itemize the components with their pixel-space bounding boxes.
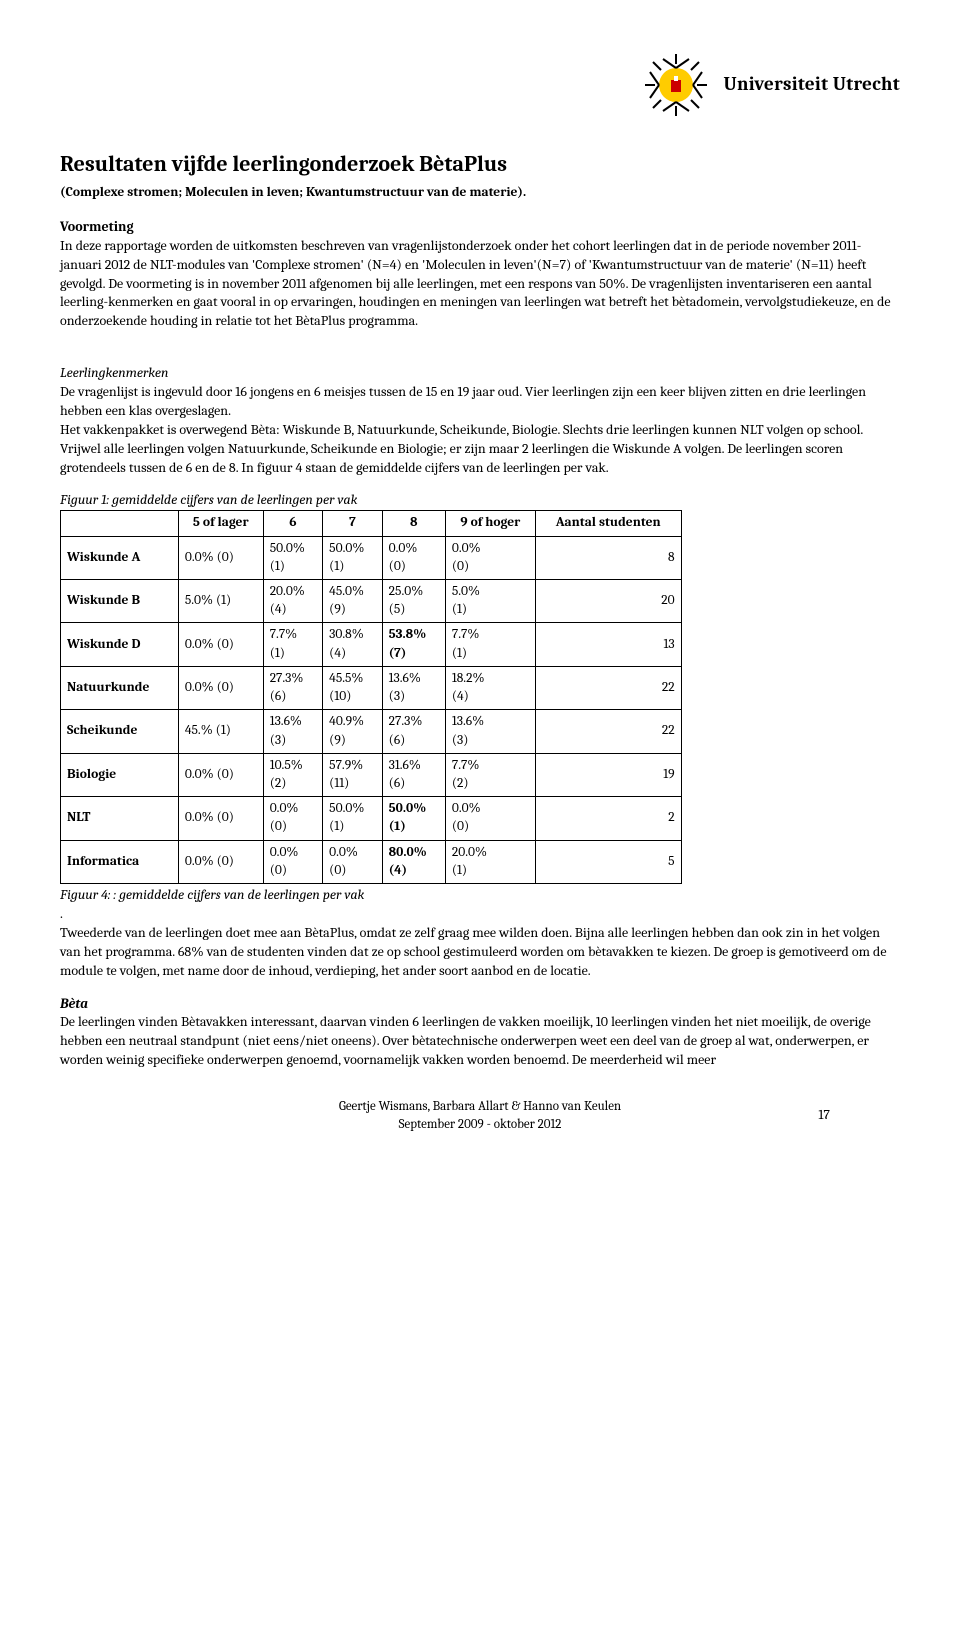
leerlingkenmerken-head: Leerlingkenmerken [60, 364, 168, 381]
table-cell: 2 [535, 797, 681, 840]
beta-paragraph: Bèta De leerlingen vinden Bètavakken int… [60, 995, 900, 1071]
col-7: 7 [323, 511, 382, 536]
table-cell: 22 [535, 666, 681, 709]
table-row: Wiskunde D0.0% (0)7.7%(1)30.8%(4)53.8%(7… [61, 623, 682, 666]
table-cell: 50.0%(1) [382, 797, 445, 840]
table-cell: 20.0%(4) [263, 580, 322, 623]
page-number: 17 [818, 1106, 830, 1125]
table-cell: 19 [535, 753, 681, 796]
table-cell: 0.0%(0) [445, 797, 535, 840]
table-cell: Wiskunde A [61, 536, 179, 579]
col-blank [61, 511, 179, 536]
beta-body: De leerlingen vinden Bètavakken interess… [60, 1013, 871, 1068]
grades-table: 5 of lager 6 7 8 9 of hoger Aantal stude… [60, 510, 682, 884]
table-cell: 45.% (1) [178, 710, 263, 753]
table-header-row: 5 of lager 6 7 8 9 of hoger Aantal stude… [61, 511, 682, 536]
table-cell: 45.5%(10) [323, 666, 382, 709]
table-cell: 13.6%(3) [382, 666, 445, 709]
table-row: Wiskunde B5.0% (1)20.0%(4)45.0%(9)25.0%(… [61, 580, 682, 623]
table-cell: 0.0%(0) [323, 840, 382, 883]
table-cell: 40.9%(9) [323, 710, 382, 753]
footer: Geertje Wismans, Barbara Allart & Hanno … [60, 1098, 900, 1133]
table-row: Biologie0.0% (0)10.5%(2)57.9%(11)31.6%(6… [61, 753, 682, 796]
figure1-caption: Figuur 1: gemiddelde cijfers van de leer… [60, 491, 900, 510]
table-cell: Scheikunde [61, 710, 179, 753]
table-row: NLT0.0% (0)0.0%(0)50.0%(1)50.0%(1)0.0%(0… [61, 797, 682, 840]
table-cell: 0.0% (0) [178, 797, 263, 840]
table-cell: 50.0%(1) [263, 536, 322, 579]
col-6: 6 [263, 511, 322, 536]
university-logo-icon [641, 50, 711, 120]
university-name: Universiteit Utrecht [723, 72, 900, 98]
voormeting-head: Voormeting [60, 218, 134, 235]
table-cell: 13.6%(3) [445, 710, 535, 753]
col-5oflager: 5 of lager [178, 511, 263, 536]
table-cell: 0.0%(0) [445, 536, 535, 579]
table-row: Scheikunde45.% (1)13.6%(3)40.9%(9)27.3%(… [61, 710, 682, 753]
table-cell: 0.0%(0) [263, 797, 322, 840]
table-cell: 22 [535, 710, 681, 753]
table-cell: 13.6%(3) [263, 710, 322, 753]
table-cell: 20 [535, 580, 681, 623]
table-cell: 0.0%(0) [263, 840, 322, 883]
leerlingkenmerken-paragraph: Leerlingkenmerken De vragenlijst is inge… [60, 345, 900, 477]
table-cell: 50.0%(1) [323, 536, 382, 579]
table-cell: 25.0%(5) [382, 580, 445, 623]
table-cell: 5.0% (1) [178, 580, 263, 623]
leerlingkenmerken-body: De vragenlijst is ingevuld door 16 jonge… [60, 383, 866, 476]
table-cell: 57.9%(11) [323, 753, 382, 796]
table-cell: 45.0%(9) [323, 580, 382, 623]
footer-line1: Geertje Wismans, Barbara Allart & Hanno … [339, 1099, 621, 1114]
table-cell: 8 [535, 536, 681, 579]
table-cell: Wiskunde B [61, 580, 179, 623]
after-table-paragraph: . Tweederde van de leerlingen doet mee a… [60, 905, 900, 981]
table-cell: 7.7%(1) [263, 623, 322, 666]
table-cell: 27.3%(6) [382, 710, 445, 753]
table-cell: 30.8%(4) [323, 623, 382, 666]
table-row: Natuurkunde0.0% (0)27.3%(6)45.5%(10)13.6… [61, 666, 682, 709]
page-subtitle: (Complexe stromen; Moleculen in leven; K… [60, 184, 900, 202]
table-cell: 10.5%(2) [263, 753, 322, 796]
voormeting-paragraph: Voormeting In deze rapportage worden de … [60, 218, 900, 331]
table-cell: 0.0% (0) [178, 536, 263, 579]
table-cell: Biologie [61, 753, 179, 796]
table-row: Wiskunde A0.0% (0)50.0%(1)50.0%(1)0.0%(0… [61, 536, 682, 579]
table-cell: 53.8%(7) [382, 623, 445, 666]
table-cell: 31.6%(6) [382, 753, 445, 796]
footer-line2: September 2009 - oktober 2012 [399, 1117, 562, 1132]
table-cell: 0.0% (0) [178, 666, 263, 709]
beta-head: Bèta [60, 995, 88, 1012]
col-aantal: Aantal studenten [535, 511, 681, 536]
table-cell: 7.7%(1) [445, 623, 535, 666]
table-cell: 80.0%(4) [382, 840, 445, 883]
table-cell: 7.7%(2) [445, 753, 535, 796]
table-cell: 13 [535, 623, 681, 666]
table-cell: NLT [61, 797, 179, 840]
page-title: Resultaten vijfde leerlingonderzoek Bèta… [60, 150, 900, 180]
col-8: 8 [382, 511, 445, 536]
table-cell: Wiskunde D [61, 623, 179, 666]
table-cell: 27.3%(6) [263, 666, 322, 709]
table-row: Informatica0.0% (0)0.0%(0)0.0%(0)80.0%(4… [61, 840, 682, 883]
voormeting-body: In deze rapportage worden de uitkomsten … [60, 237, 891, 330]
table-cell: 0.0%(0) [382, 536, 445, 579]
table-cell: Natuurkunde [61, 666, 179, 709]
table-cell: Informatica [61, 840, 179, 883]
figure4-caption: Figuur 4: : gemiddelde cijfers van de le… [60, 886, 900, 905]
table-cell: 0.0% (0) [178, 623, 263, 666]
table-cell: 5.0%(1) [445, 580, 535, 623]
table-cell: 0.0% (0) [178, 840, 263, 883]
table-cell: 0.0% (0) [178, 753, 263, 796]
table-cell: 18.2%(4) [445, 666, 535, 709]
table-cell: 20.0%(1) [445, 840, 535, 883]
table-cell: 5 [535, 840, 681, 883]
col-9ofhoger: 9 of hoger [445, 511, 535, 536]
table-cell: 50.0%(1) [323, 797, 382, 840]
header-logo-block: Universiteit Utrecht [60, 50, 900, 120]
